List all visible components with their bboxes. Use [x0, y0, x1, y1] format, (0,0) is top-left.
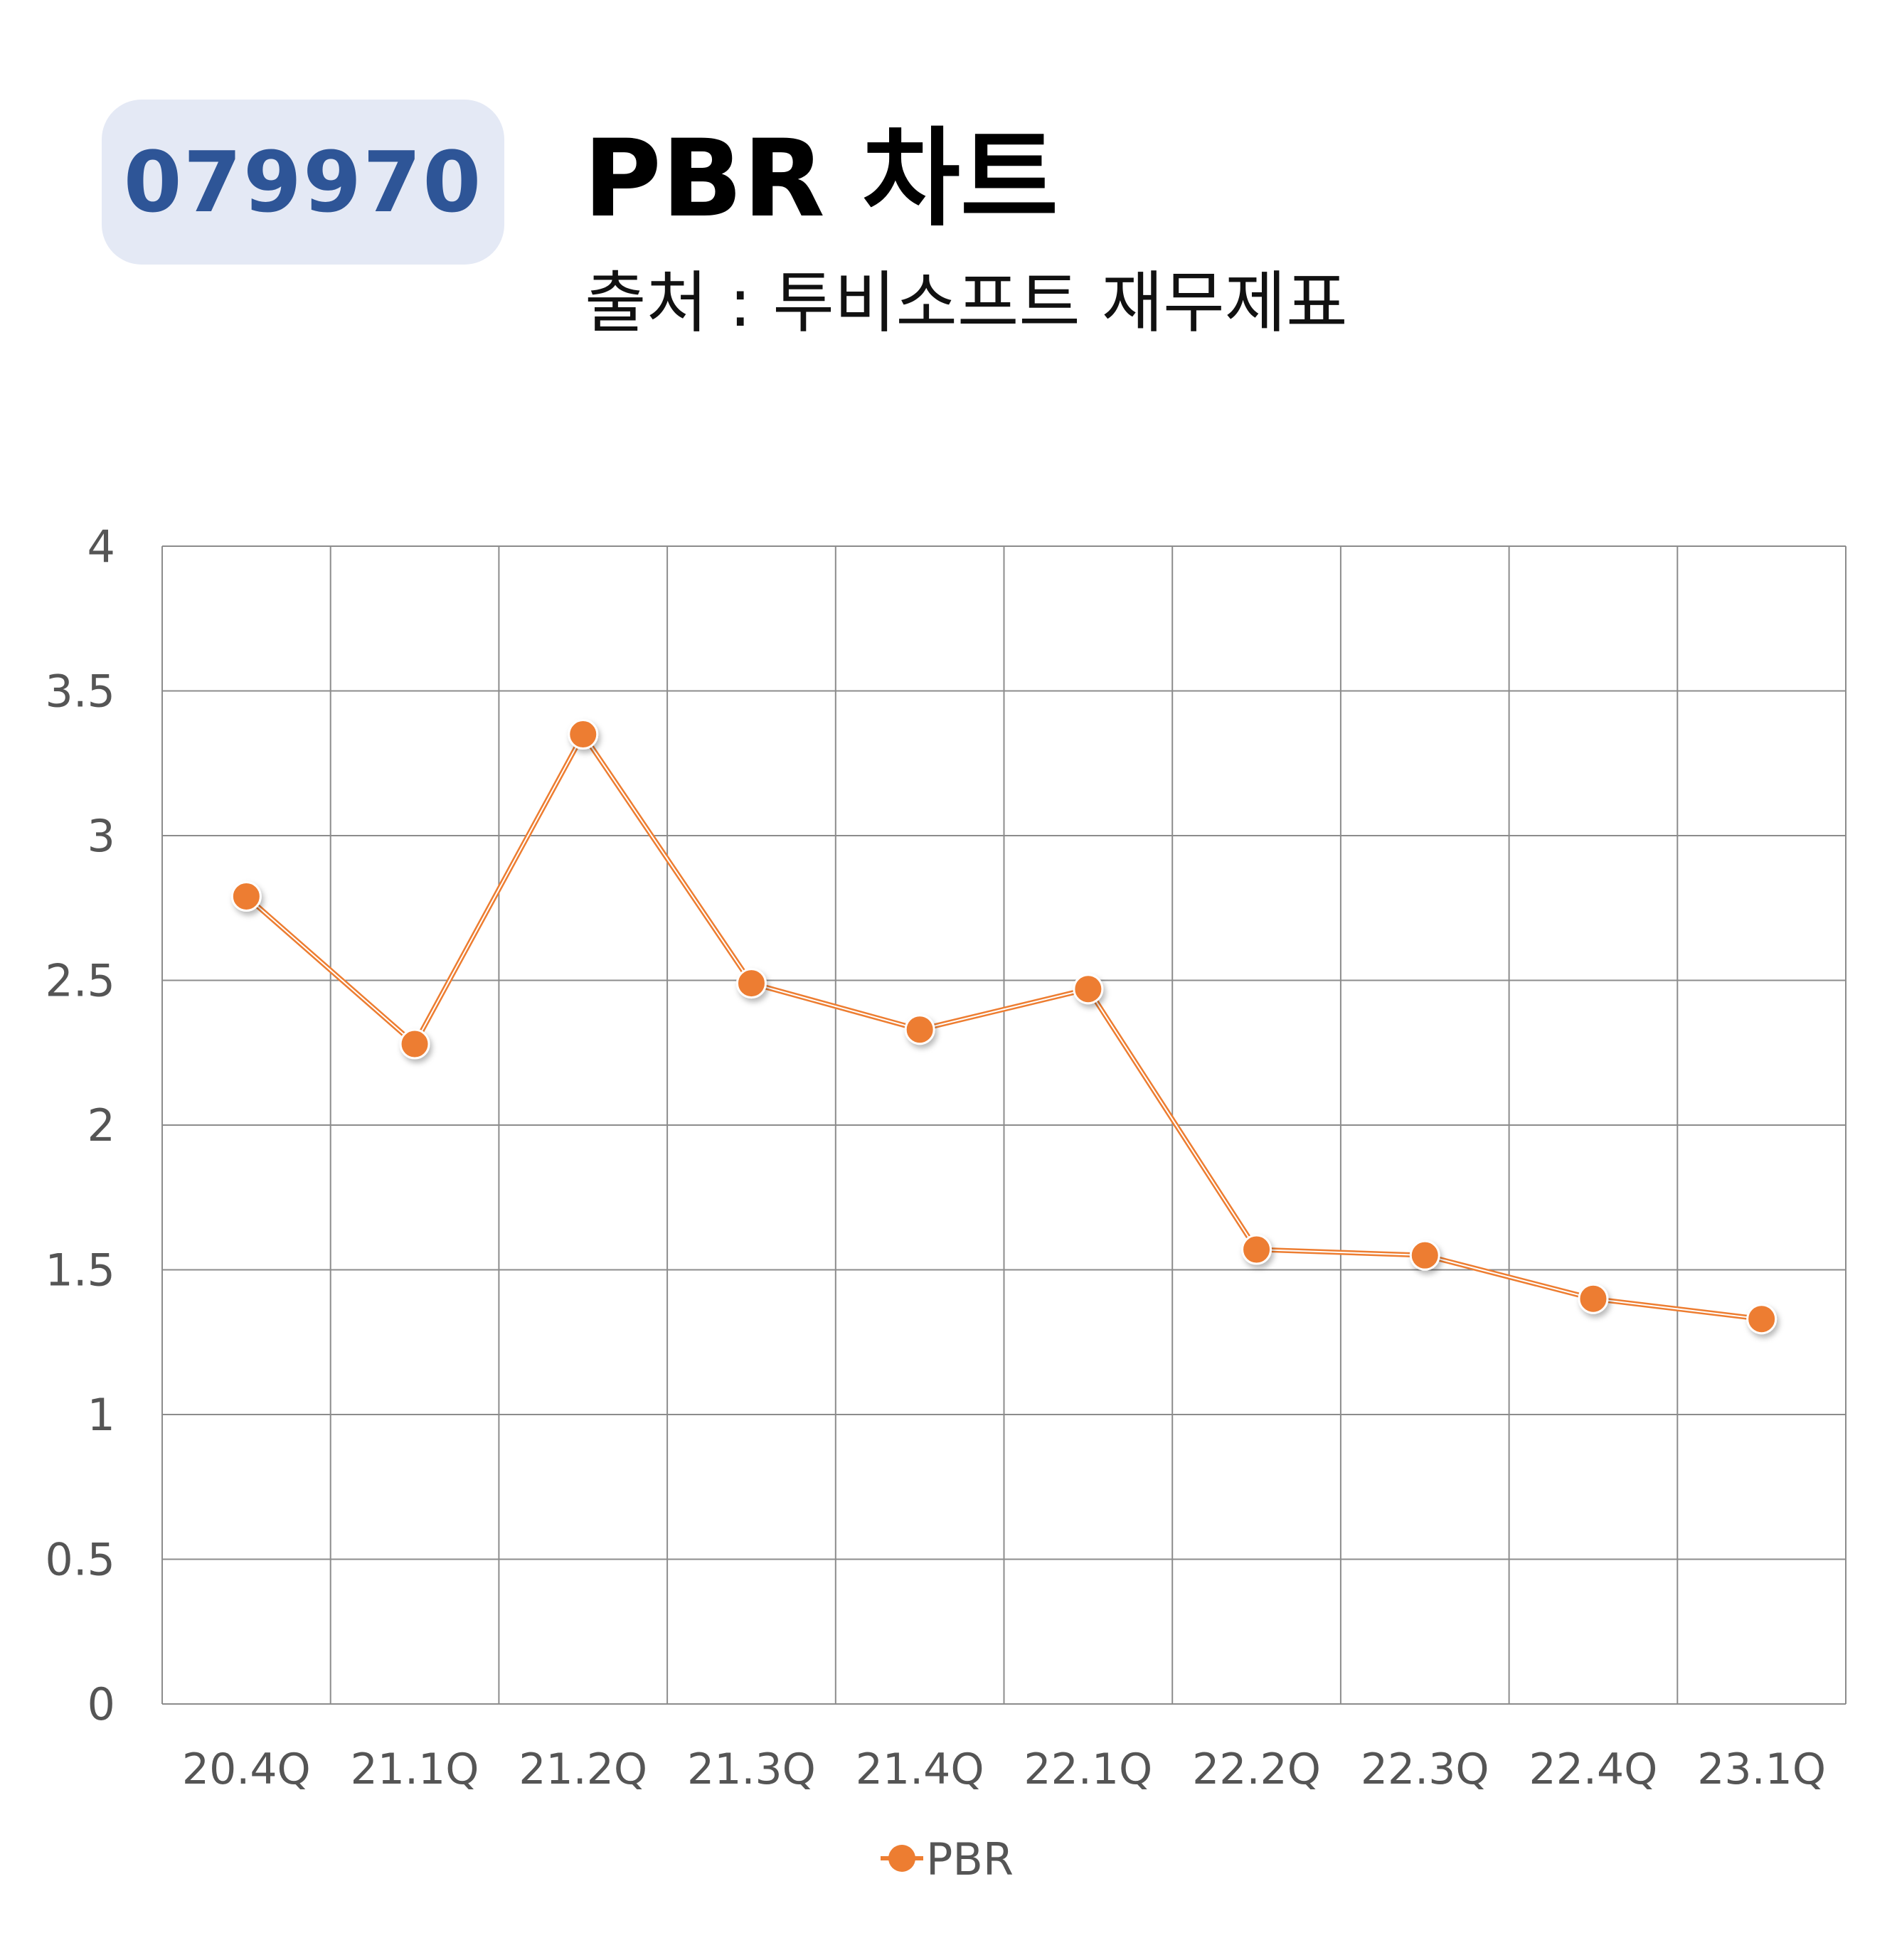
x-tick-label: 21.2Q	[519, 1745, 647, 1794]
legend: PBR	[881, 1833, 1014, 1885]
y-tick-label: 2	[87, 1099, 115, 1151]
data-point	[568, 719, 599, 750]
y-tick-label: 3.5	[45, 666, 115, 718]
stock-code-badge: 079970	[102, 100, 504, 265]
x-tick-label: 21.4Q	[856, 1745, 984, 1794]
data-point	[230, 880, 262, 912]
data-point	[1409, 1240, 1440, 1271]
data-point	[1241, 1234, 1272, 1265]
y-tick-label: 4	[87, 521, 115, 572]
x-tick-label: 22.3Q	[1361, 1745, 1489, 1794]
stock-code: 079970	[123, 133, 483, 231]
y-tick-label: 1	[87, 1389, 115, 1441]
x-axis: 20.4Q 21.1Q 21.2Q 21.3Q 21.4Q 22.1Q 22.2Q 22.3Q…	[182, 1745, 1826, 1794]
x-tick-label: 21.1Q	[351, 1745, 479, 1794]
y-tick-label: 1.5	[45, 1245, 115, 1296]
x-tick-label: 22.2Q	[1192, 1745, 1321, 1794]
y-axis: 0 0.5 1 1.5 2 2.5 3 3.5 4	[45, 521, 115, 1730]
y-tick-label: 2.5	[45, 955, 115, 1007]
data-point	[1073, 974, 1104, 1005]
legend-marker	[888, 1845, 915, 1872]
x-tick-label: 20.4Q	[182, 1745, 311, 1794]
data-point	[1746, 1304, 1778, 1335]
data-point	[735, 968, 767, 999]
data-point	[1578, 1283, 1609, 1314]
data-point	[904, 1014, 935, 1045]
series-line-inner	[245, 733, 1762, 1320]
series-pbr	[230, 719, 1778, 1335]
grid	[161, 545, 1846, 1705]
x-tick-label: 21.3Q	[687, 1745, 816, 1794]
y-tick-label: 0	[87, 1678, 115, 1730]
y-tick-label: 0.5	[45, 1534, 115, 1586]
x-tick-label: 22.1Q	[1024, 1745, 1152, 1794]
x-tick-label: 22.4Q	[1529, 1745, 1658, 1794]
y-tick-label: 3	[87, 810, 115, 862]
chart-subtitle: 출처 : 투비소프트 재무제표	[585, 265, 1348, 342]
chart-title: PBR 차트	[583, 117, 1058, 241]
legend-label-pbr: PBR	[926, 1833, 1014, 1885]
x-tick-label: 23.1Q	[1697, 1745, 1826, 1794]
data-point	[399, 1028, 430, 1060]
